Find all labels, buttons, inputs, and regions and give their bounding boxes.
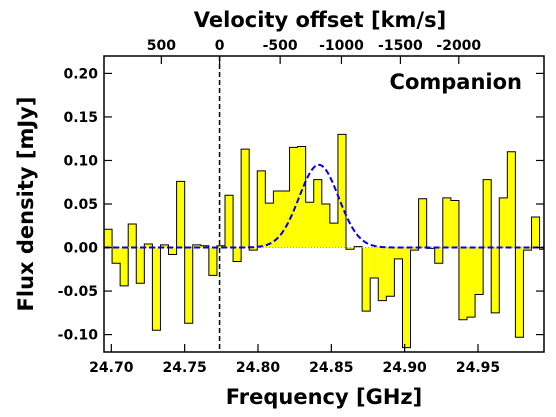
spectrum-bar — [410, 247, 419, 251]
spectrum-bar — [370, 247, 379, 278]
spectrum-bar — [281, 190, 290, 248]
spectrum-bar — [216, 245, 225, 248]
spectrum-bar — [144, 244, 153, 248]
velocity-tick-label: -1000 — [319, 38, 364, 54]
spectrum-bar — [394, 247, 403, 259]
spectrum-bar — [321, 204, 330, 248]
spectrum-bar — [313, 179, 322, 248]
spectrum-bar — [362, 247, 371, 312]
spectrum-bar — [337, 134, 346, 248]
x-tick-label: 24.70 — [89, 360, 134, 376]
y-tick-label: 0.15 — [63, 110, 98, 126]
spectrum-bar — [515, 247, 524, 338]
spectrum-bar — [523, 247, 532, 251]
spectrum-bar — [475, 247, 484, 295]
x-tick-label: 24.90 — [383, 360, 428, 376]
spectrum-step-outline — [104, 133, 544, 349]
spectrum-bar — [442, 197, 451, 248]
spectrum-bar — [160, 244, 169, 248]
y-tick-label: 0.20 — [63, 66, 98, 82]
spectrum-bar — [507, 151, 516, 248]
spectrum-bar — [128, 224, 137, 248]
gaussian-fit-curve — [104, 163, 544, 249]
spectrum-bar — [305, 202, 314, 248]
x-tick-label: 24.75 — [163, 360, 207, 376]
x-tick-label: 24.85 — [309, 360, 353, 376]
spectrum-bar — [192, 244, 201, 248]
x-tick-label: 24.95 — [456, 360, 500, 376]
top-axis-title: Velocity offset [km/s] — [194, 8, 446, 32]
x-axis-title: Frequency [GHz] — [226, 385, 422, 409]
y-axis-title: Flux density [mJy] — [14, 97, 38, 312]
velocity-tick-label: -500 — [263, 38, 298, 54]
spectrum-bar — [346, 247, 355, 250]
velocity-tick-label: -2000 — [436, 38, 481, 54]
spectrum-bar — [450, 200, 459, 248]
spectrum-bar — [402, 247, 411, 348]
panel-label: Companion — [390, 70, 522, 94]
velocity-tick-label: 0 — [215, 38, 225, 54]
spectrum-bar — [249, 247, 258, 251]
axis-ticks: 24.70 24.75 24.80 24.85 24.90 24.95 -0.10 -0.05… — [58, 38, 544, 376]
spectrum-bar — [265, 203, 274, 248]
spectrum-bars — [104, 134, 544, 348]
spectrum-bar — [329, 223, 338, 248]
spectrum-bar — [104, 229, 113, 248]
y-tick-label: -0.10 — [58, 328, 99, 344]
y-tick-label: 0.10 — [63, 153, 98, 169]
spectrum-bar — [378, 247, 387, 301]
spectrum-bar — [112, 247, 121, 264]
spectrum-bar — [491, 247, 500, 313]
spectrum-bar — [168, 247, 177, 255]
spectrum-bar — [184, 247, 193, 324]
spectrum-bar — [136, 247, 145, 284]
spectrum-bar — [152, 247, 161, 331]
spectrum-bar — [225, 195, 234, 248]
spectrum-bar — [467, 247, 476, 318]
spectrum-bar — [531, 217, 540, 248]
y-tick-label: 0.00 — [63, 241, 98, 257]
spectrum-bar — [273, 190, 282, 248]
spectrum-bar — [297, 146, 306, 248]
y-tick-label: 0.05 — [63, 197, 98, 213]
spectrum-bar — [434, 247, 443, 264]
spectrum-bar — [257, 170, 266, 248]
plot-frame — [103, 55, 545, 353]
spectrum-bar — [499, 197, 508, 248]
spectrum-bar — [418, 198, 427, 248]
spectrum-bar — [289, 147, 298, 248]
spectrum-bar — [241, 149, 250, 248]
plot-area — [104, 56, 544, 352]
spectrum-bar — [233, 247, 242, 262]
spectrum-bar — [208, 247, 217, 276]
velocity-tick-label: -1500 — [378, 38, 423, 54]
spectrum-bar — [386, 247, 395, 297]
spectrum-bar — [483, 179, 492, 248]
y-tick-label: -0.05 — [58, 284, 98, 300]
x-tick-label: 24.80 — [236, 360, 281, 376]
spectrum-bar — [176, 181, 185, 248]
spectrum-bar — [458, 247, 467, 320]
spectrum-bar — [120, 247, 129, 286]
velocity-tick-label: 500 — [147, 38, 176, 54]
